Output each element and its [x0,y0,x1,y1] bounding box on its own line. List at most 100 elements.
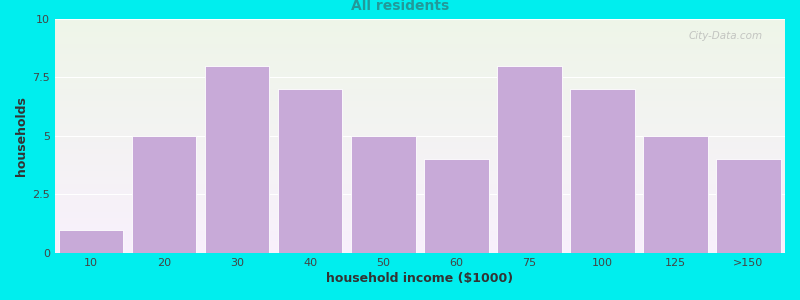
Bar [54,140,785,141]
Bar [54,19,785,20]
Bar [54,189,785,190]
Bar [54,86,785,87]
Bar [54,101,785,102]
Bar [54,233,785,234]
Bar [54,143,785,144]
Bar [54,191,785,192]
Text: All residents: All residents [351,0,449,13]
Bar [54,213,785,214]
Bar [132,136,197,253]
Bar [54,127,785,128]
Bar [54,227,785,228]
Bar [54,124,785,125]
Bar [54,218,785,219]
Bar [54,148,785,149]
Bar [54,80,785,81]
Bar [54,170,785,171]
Bar [54,85,785,86]
Bar [54,212,785,213]
Bar [54,171,785,172]
Bar [54,194,785,196]
Bar [278,89,342,253]
Bar [206,66,270,253]
Bar [54,169,785,170]
Bar [54,133,785,134]
Bar [54,183,785,184]
X-axis label: household income ($1000): household income ($1000) [326,272,514,285]
Bar [54,185,785,186]
Bar [54,109,785,110]
Bar [54,115,785,116]
Bar [54,134,785,135]
Bar [54,247,785,248]
Bar [54,106,785,107]
Bar [54,200,785,202]
Bar [54,199,785,200]
Bar [54,120,785,121]
Bar [54,230,785,231]
Bar [54,246,785,247]
Bar [54,177,785,178]
Bar [54,128,785,129]
Text: City-Data.com: City-Data.com [689,31,763,41]
Bar [54,31,785,32]
Bar [54,102,785,103]
Bar [54,34,785,35]
Bar [54,192,785,193]
Bar [54,74,785,75]
Bar [54,46,785,47]
Bar [54,32,785,33]
Bar [54,182,785,183]
Bar [54,66,785,67]
Bar [351,136,415,253]
Bar [54,112,785,114]
Bar [54,75,785,76]
Bar [54,226,785,227]
Bar [54,223,785,224]
Bar [54,180,785,181]
Bar [54,26,785,27]
Bar [54,205,785,206]
Bar [54,131,785,133]
Bar [54,98,785,99]
Bar [643,136,707,253]
Bar [54,202,785,203]
Bar [54,48,785,50]
Bar [54,135,785,136]
Bar [54,138,785,140]
Bar [54,158,785,159]
Bar [54,239,785,240]
Bar [54,94,785,95]
Bar [54,219,785,220]
Bar [54,240,785,241]
Bar [54,95,785,96]
Bar [54,129,785,130]
Bar [54,144,785,145]
Bar [54,203,785,204]
Bar [54,211,785,212]
Bar [54,44,785,45]
Bar [54,159,785,160]
Bar [54,90,785,92]
Bar [54,238,785,239]
Bar [54,76,785,77]
Bar [54,28,785,29]
Bar [54,163,785,164]
Bar [54,130,785,131]
Bar [54,58,785,59]
Bar [54,40,785,41]
Bar [54,118,785,120]
Bar [54,111,785,112]
Bar [54,242,785,244]
Bar [54,20,785,21]
Bar [54,173,785,175]
Bar [54,224,785,225]
Bar [54,234,785,236]
Bar [54,117,785,119]
Bar [54,145,785,146]
Bar [54,61,785,62]
Bar [54,47,785,48]
Bar [54,73,785,74]
Bar [54,210,785,211]
Bar [54,186,785,188]
